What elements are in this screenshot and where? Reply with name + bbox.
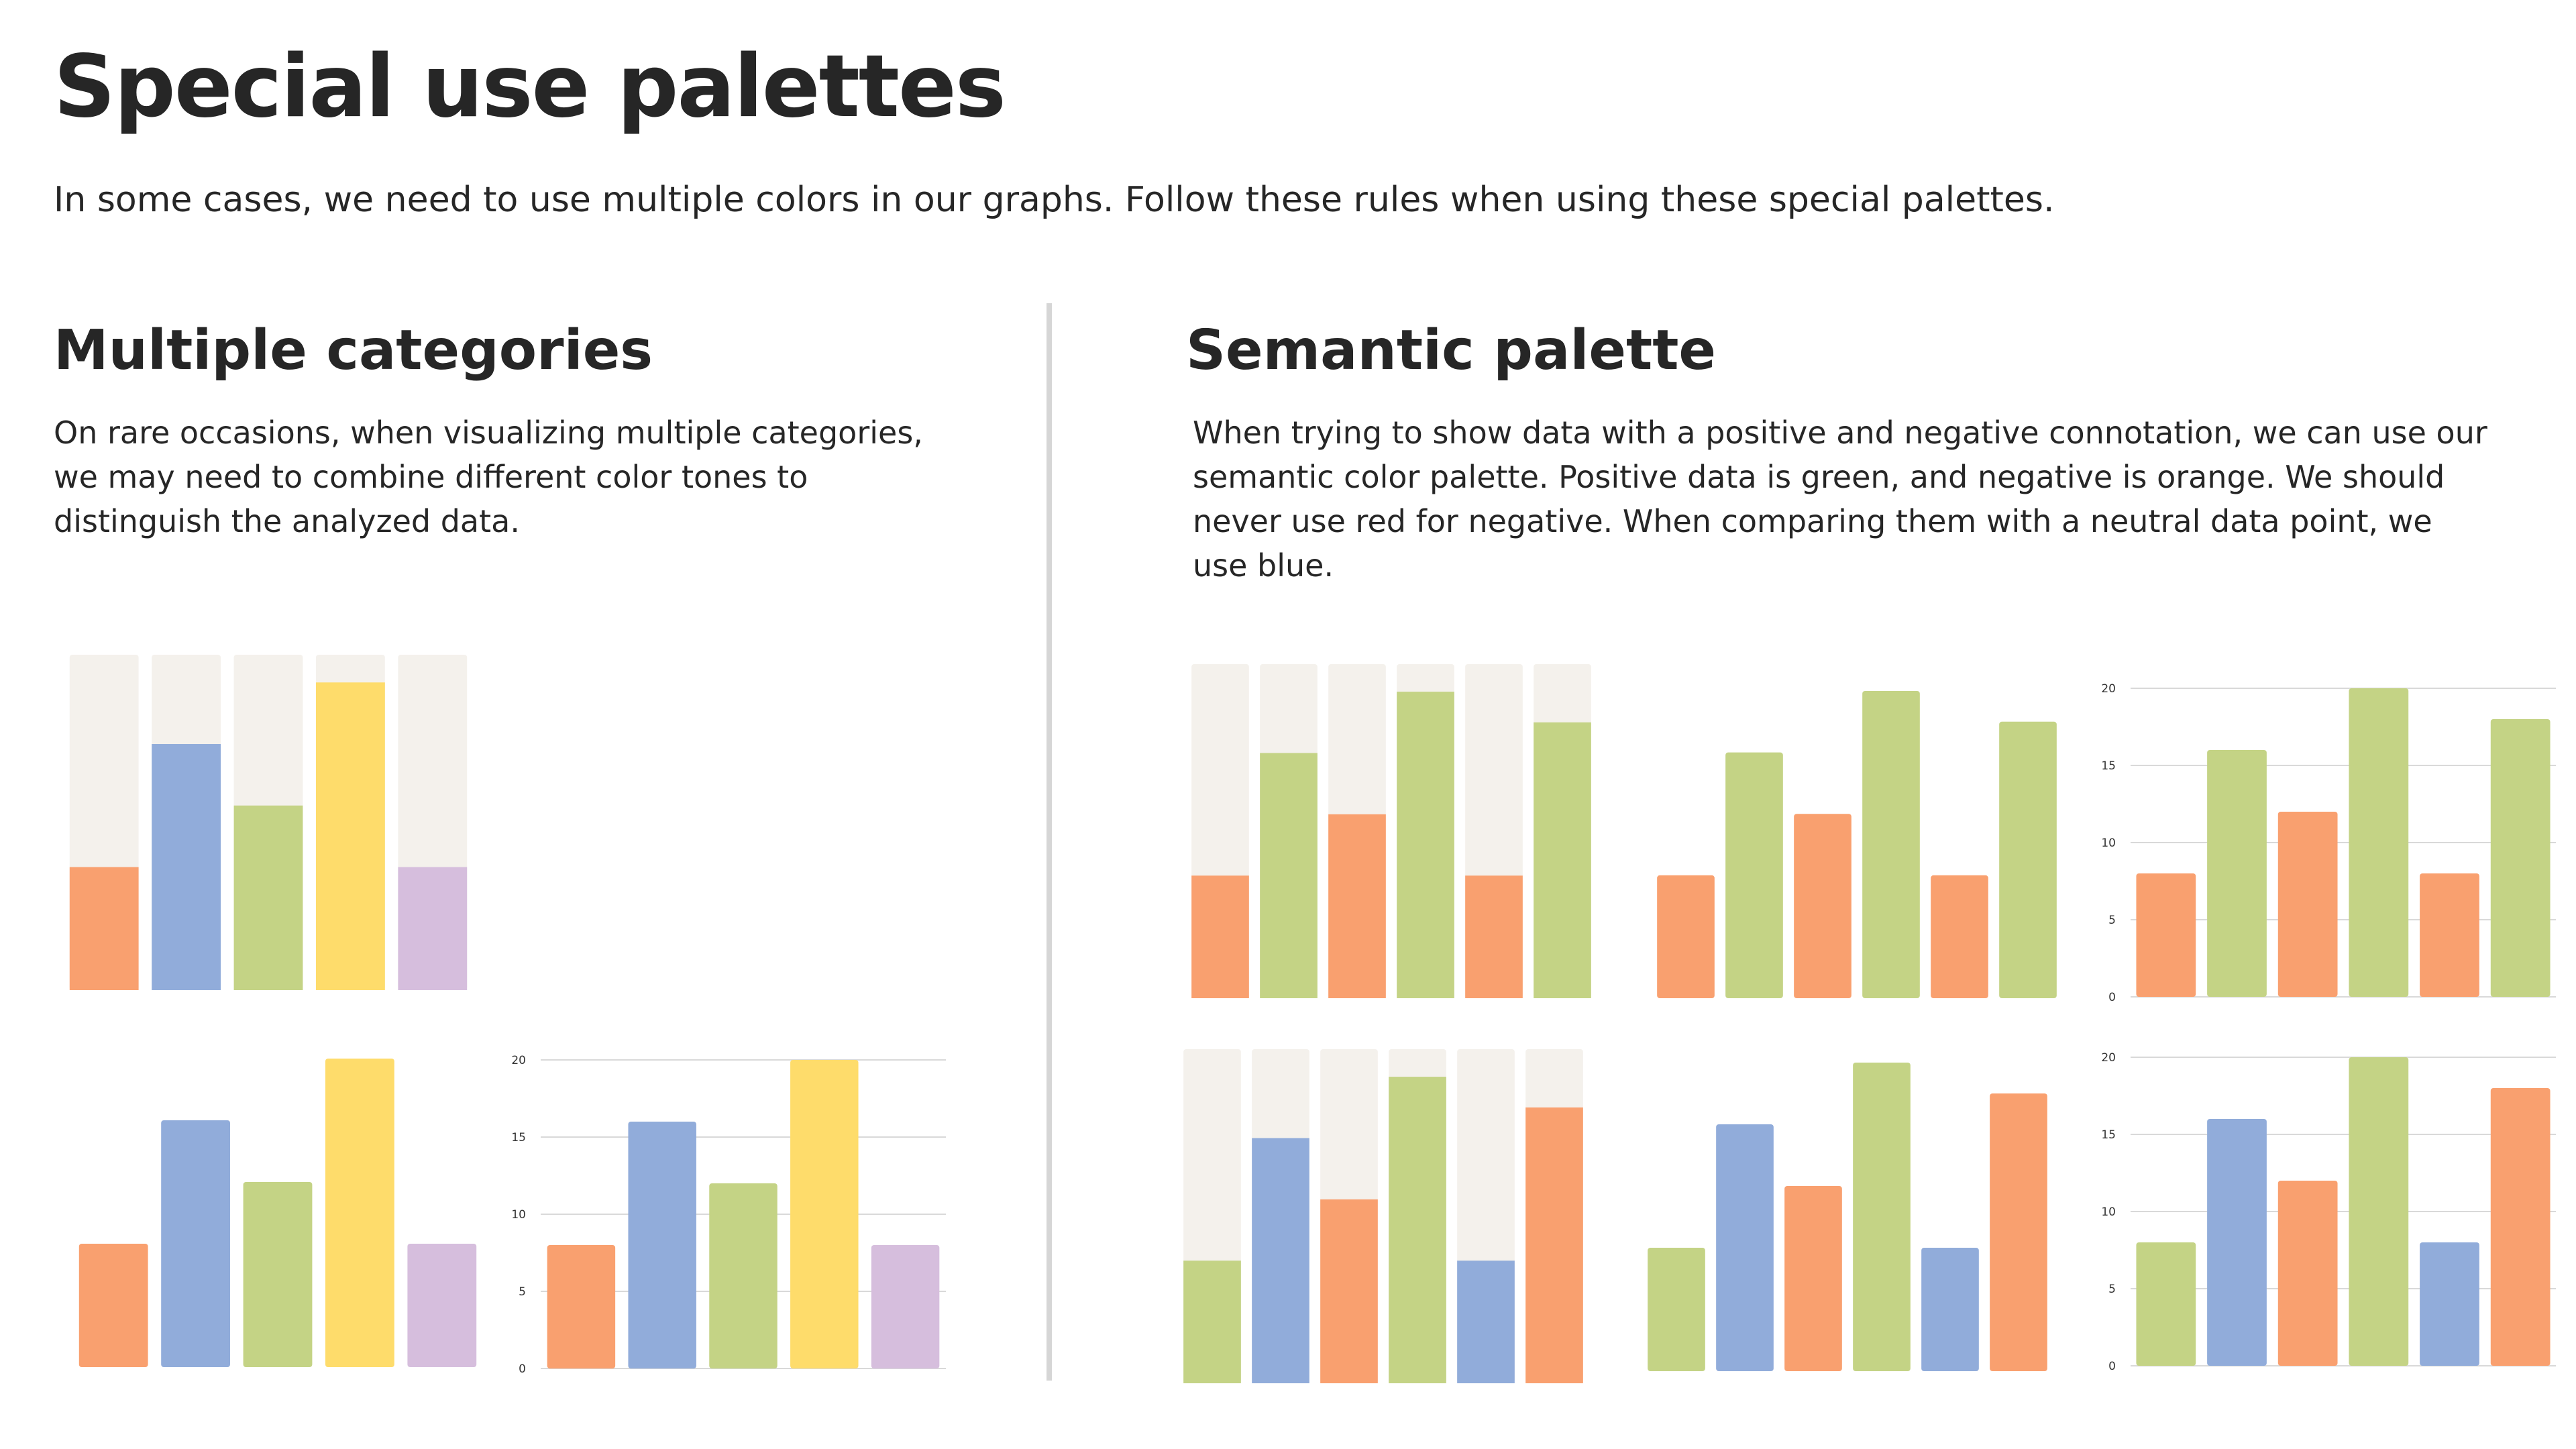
bar xyxy=(1328,814,1386,998)
page-title: Special use palettes xyxy=(54,37,1006,137)
bar xyxy=(243,1182,313,1367)
bar xyxy=(628,1122,696,1368)
bar xyxy=(161,1120,231,1367)
y-tick-label: 0 xyxy=(2108,1360,2116,1373)
semantic-palette-title: Semantic palette xyxy=(1186,319,1717,382)
bar xyxy=(1931,875,1988,998)
bar xyxy=(2490,1088,2551,1366)
bar xyxy=(871,1245,940,1368)
bar xyxy=(398,867,468,990)
bar xyxy=(1999,721,2057,998)
y-tick-label: 15 xyxy=(2101,759,2116,773)
bar xyxy=(1260,753,1318,998)
semantic-neutral-track-chart xyxy=(1183,1049,1583,1383)
y-tick-label: 20 xyxy=(511,1054,526,1067)
semantic-neutral-plain-chart xyxy=(1648,1063,2047,1371)
bar xyxy=(1252,1138,1309,1383)
bar xyxy=(1725,752,1783,998)
bar xyxy=(407,1244,477,1367)
y-tick-label: 10 xyxy=(2101,1205,2116,1219)
bar xyxy=(1990,1093,2047,1371)
multi-category-plain-chart xyxy=(78,1059,477,1367)
bar xyxy=(325,1059,394,1367)
bar xyxy=(315,682,385,990)
bar xyxy=(69,867,139,990)
bar xyxy=(2207,1119,2267,1366)
bar xyxy=(547,1245,616,1368)
y-tick-label: 15 xyxy=(2101,1128,2116,1142)
bar xyxy=(2420,873,2479,997)
semantic-posneg-plain-chart xyxy=(1657,691,2057,998)
bar xyxy=(2277,812,2338,997)
bar xyxy=(1457,1260,1515,1383)
bar xyxy=(78,1244,148,1367)
bar xyxy=(1465,875,1523,998)
y-tick-label: 0 xyxy=(2108,991,2116,1004)
semantic-posneg-axis-chart: 0 5 10 15 20 xyxy=(2101,682,2556,1004)
page-subtitle: In some cases, we need to use multiple c… xyxy=(54,180,2055,220)
y-tick-label: 15 xyxy=(511,1131,526,1144)
y-tick-label: 10 xyxy=(511,1208,526,1222)
y-tick-label: 10 xyxy=(2101,837,2116,850)
bar xyxy=(1534,722,1591,998)
semantic-neutral-axis-chart: 0 5 10 15 20 xyxy=(2101,1051,2556,1373)
bar xyxy=(1716,1124,1774,1371)
bar xyxy=(1191,875,1249,998)
bar xyxy=(1320,1199,1378,1383)
bar xyxy=(1657,875,1715,998)
bar xyxy=(2136,873,2196,997)
bar xyxy=(1794,814,1851,998)
bar xyxy=(2277,1181,2338,1366)
multiple-categories-description: On rare occasions, when visualizing mult… xyxy=(54,415,923,539)
y-tick-label: 5 xyxy=(2108,914,2116,927)
section-divider xyxy=(1046,303,1052,1381)
bar xyxy=(2490,719,2551,997)
bar xyxy=(2207,750,2267,997)
bar xyxy=(2349,1057,2409,1366)
bar xyxy=(709,1183,777,1368)
y-tick-label: 5 xyxy=(519,1285,526,1299)
bar xyxy=(2349,688,2409,997)
bar xyxy=(1183,1260,1241,1383)
multiple-categories-title: Multiple categories xyxy=(54,319,653,382)
bar xyxy=(233,805,303,990)
y-tick-label: 5 xyxy=(2108,1283,2116,1296)
bar xyxy=(1525,1107,1583,1383)
multi-category-track-chart xyxy=(69,655,468,990)
bar xyxy=(1921,1248,1979,1371)
y-tick-label: 0 xyxy=(519,1362,526,1375)
bar xyxy=(1397,692,1454,998)
bar xyxy=(1853,1063,1911,1371)
bar xyxy=(2136,1242,2196,1366)
y-tick-label: 20 xyxy=(2101,682,2116,696)
semantic-posneg-track-chart xyxy=(1191,664,1591,998)
bar xyxy=(1784,1186,1842,1371)
bar xyxy=(1389,1077,1446,1383)
bar xyxy=(152,744,221,990)
multi-category-axis-chart: 0 5 10 15 20 xyxy=(511,1054,946,1375)
bar xyxy=(1862,691,1920,998)
bar xyxy=(790,1060,859,1368)
y-tick-label: 20 xyxy=(2101,1051,2116,1065)
semantic-palette-description: When trying to show data with a positive… xyxy=(1193,415,2487,584)
bar xyxy=(2420,1242,2479,1366)
bar xyxy=(1648,1248,1705,1371)
